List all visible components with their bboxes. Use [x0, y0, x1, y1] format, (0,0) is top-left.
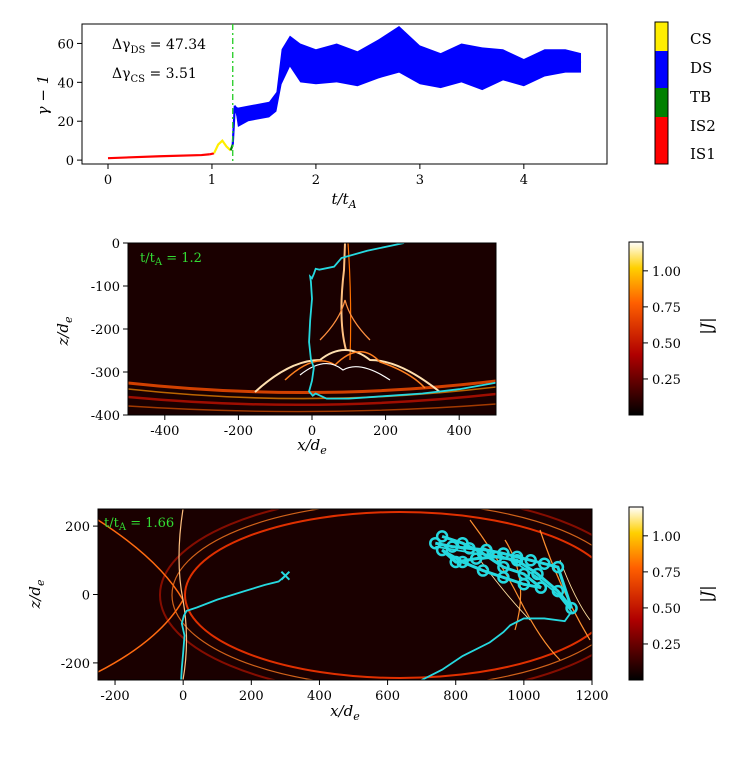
ytick-label: -200 — [91, 323, 120, 338]
bot-island-boundary-2 — [171, 509, 592, 680]
legend-swatch-is2 — [655, 117, 668, 146]
legend-label-is2: IS2 — [690, 117, 716, 135]
trajectory-loop-marker — [497, 560, 510, 574]
mid-time-annotation: t/tA = 1.2 — [140, 251, 202, 268]
annotation-ds: ΔγDS = 47.34 — [112, 37, 206, 56]
colorbar-tick-label: 1.00 — [652, 530, 681, 545]
bot-ylabel: z/de — [26, 579, 47, 610]
xtick-label: 0 — [179, 689, 187, 704]
bot-island-boundary-3 — [159, 509, 592, 680]
ytick-label: -100 — [91, 280, 120, 295]
trajectory-end-marker — [280, 570, 291, 581]
trajectory-loop-marker — [435, 530, 449, 543]
mid-turbulent-plume — [254, 349, 441, 393]
top-xtick-label: 2 — [312, 173, 320, 188]
legend-swatch-ds — [655, 51, 668, 88]
xtick-label: 600 — [375, 689, 400, 704]
xtick-label: 200 — [239, 689, 264, 704]
top-ytick-label: 0 — [66, 154, 74, 169]
bot-colorbar — [628, 506, 644, 681]
trajectory-loop-marker — [476, 564, 490, 577]
top-xlabel: t/tA — [331, 190, 356, 211]
mid-current-sheet-arc — [128, 379, 496, 394]
top-ytick-label: 40 — [57, 76, 74, 91]
xtick-label: 0 — [308, 424, 316, 439]
mid-colorbar-label: |J| — [697, 317, 716, 334]
bot-xpoint-left-2 — [178, 509, 188, 680]
mid-current-sheet-arc-3 — [128, 392, 496, 407]
legend-label-is1: IS1 — [690, 145, 716, 163]
xtick-label: 400 — [307, 689, 332, 704]
top-xtick-label: 4 — [520, 173, 528, 188]
bot-time-annotation: t/tA = 1.66 — [104, 516, 174, 533]
top-xtick-label: 3 — [416, 173, 424, 188]
particle-trajectory-early — [180, 575, 286, 680]
colorbar-tick-label: 0.50 — [652, 602, 681, 617]
ytick-label: -400 — [91, 409, 120, 424]
xtick-label: 1000 — [507, 689, 540, 704]
series-line-cs — [213, 139, 232, 154]
top-xtick-label: 0 — [104, 173, 112, 188]
colorbar-tick-label: 0.75 — [652, 566, 681, 581]
top-ytick-label: 60 — [57, 37, 74, 52]
mid-current-sheet-arc-4 — [128, 403, 496, 413]
ytick-label: 200 — [65, 520, 90, 535]
trajectory-loop-path — [434, 534, 573, 610]
legend-bar-frame — [654, 21, 669, 165]
trajectory-loop-marker — [531, 567, 544, 581]
xtick-label: -400 — [150, 424, 179, 439]
mid-turbulent-plume-4 — [319, 299, 371, 341]
colorbar-tick-label: 0.50 — [652, 337, 681, 352]
colorbar-tick-label: 0.75 — [652, 301, 681, 316]
colorbar-tick-label: 1.00 — [652, 265, 681, 280]
legend-label-cs: CS — [690, 30, 712, 48]
legend-swatch-cs — [655, 22, 668, 51]
xtick-label: 1200 — [575, 689, 608, 704]
legend-label-tb: TB — [690, 88, 711, 106]
series-line-ds — [231, 48, 582, 145]
series-line-is1 — [107, 153, 210, 160]
series-line-is2 — [209, 152, 215, 156]
top-ytick-label: 20 — [57, 115, 74, 130]
mid-current-sheet-arc-2 — [128, 386, 496, 400]
xtick-label: 200 — [373, 424, 398, 439]
xtick-label: 800 — [443, 689, 468, 704]
particle-trajectory — [308, 243, 496, 400]
middle-panel: t/tA = 1.2 -400 -200 0 200 400 0 -100 -200 -300… — [54, 237, 716, 457]
trajectory-loop-marker — [565, 601, 578, 615]
bot-island-boundary — [184, 511, 592, 679]
top-xtick-label: 1 — [208, 173, 216, 188]
ytick-label: -300 — [91, 366, 120, 381]
legend-swatch-tb — [655, 88, 668, 117]
xtick-label: -200 — [100, 689, 129, 704]
ytick-label: -200 — [61, 657, 90, 672]
xtick-label: 400 — [447, 424, 472, 439]
trajectory-loop-marker — [551, 584, 565, 598]
legend-swatch-is1 — [655, 146, 668, 164]
top-ylabel: γ − 1 — [34, 75, 52, 116]
mid-ylabel: z/de — [54, 316, 75, 347]
colorbar-tick-label: 0.25 — [652, 638, 681, 653]
ytick-label: 0 — [82, 589, 90, 604]
bottom-panel: t/tA = 1.66 -200 0 200 400 600 800 1000 1200 20… — [26, 506, 716, 723]
xtick-label: -200 — [224, 424, 253, 439]
bot-colorbar-label: |J| — [697, 585, 716, 602]
top-legend-bar: CS DS TB IS2 IS1 — [654, 21, 716, 165]
mid-xlabel: x/de — [297, 436, 327, 457]
series-band-ds — [232, 25, 582, 145]
mid-colorbar — [628, 241, 644, 416]
colorbar-tick-label: 0.25 — [652, 373, 681, 388]
bot-xlabel: x/de — [330, 702, 360, 723]
legend-label-ds: DS — [690, 59, 712, 77]
trajectory-loop-marker — [517, 567, 531, 581]
ytick-label: 0 — [112, 237, 120, 252]
